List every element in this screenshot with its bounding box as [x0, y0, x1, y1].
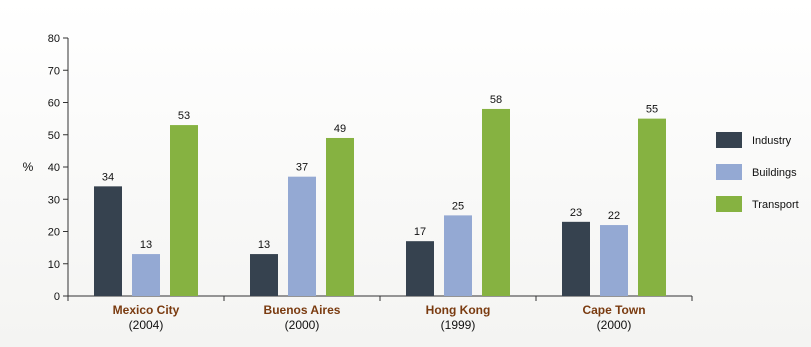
- category-name: Cape Town: [582, 303, 645, 317]
- data-label: 37: [296, 162, 308, 174]
- data-label: 23: [570, 207, 582, 219]
- bar-transport-mexico-city: [170, 125, 198, 296]
- category-year: (2000): [597, 318, 632, 332]
- category-name: Buenos Aires: [264, 303, 341, 317]
- legend-label-transport: Transport: [752, 199, 799, 211]
- data-label: 22: [608, 210, 620, 222]
- data-label: 58: [490, 94, 502, 106]
- bar-transport-cape-town: [638, 118, 666, 296]
- y-axis-label: %: [23, 160, 34, 174]
- bar-industry-mexico-city: [94, 186, 122, 296]
- category-year: (2000): [285, 318, 320, 332]
- category-year: (1999): [441, 318, 476, 332]
- y-tick-label: 30: [48, 194, 60, 206]
- y-tick-label: 10: [48, 259, 60, 271]
- bar-buildings-buenos-aires: [288, 176, 316, 296]
- data-label: 25: [452, 200, 464, 212]
- bar-transport-buenos-aires: [326, 137, 354, 296]
- category-labels: Mexico City(2004)Buenos Aires(2000)Hong …: [113, 303, 646, 332]
- y-tick-label: 0: [54, 291, 60, 303]
- bar-industry-hong-kong: [406, 241, 434, 296]
- data-label: 53: [178, 110, 190, 122]
- bar-transport-hong-kong: [482, 108, 510, 296]
- y-tick-label: 70: [48, 65, 60, 77]
- data-label: 55: [646, 104, 658, 116]
- category-year: (2004): [129, 318, 164, 332]
- y-tick-label: 40: [48, 162, 60, 174]
- category-name: Hong Kong: [426, 303, 491, 317]
- bar-buildings-cape-town: [600, 225, 628, 296]
- bar-buildings-hong-kong: [444, 215, 472, 296]
- legend-label-industry: Industry: [752, 135, 792, 147]
- legend-swatch-buildings: [716, 164, 742, 180]
- legend: Industry Buildings Transport: [716, 132, 799, 212]
- data-label: 13: [258, 239, 270, 251]
- bar-industry-buenos-aires: [250, 254, 278, 296]
- legend-label-buildings: Buildings: [752, 167, 797, 179]
- bars: 34 13 53 13 37 49 17 25 58 23 22 55: [94, 94, 666, 296]
- bar-buildings-mexico-city: [132, 254, 160, 296]
- bar-industry-cape-town: [562, 221, 590, 296]
- data-label: 49: [334, 123, 346, 135]
- data-label: 13: [140, 239, 152, 251]
- y-tick-label: 60: [48, 98, 60, 110]
- y-tick-label: 50: [48, 130, 60, 142]
- data-label: 17: [414, 226, 426, 238]
- data-label: 34: [102, 171, 114, 183]
- category-name: Mexico City: [113, 303, 180, 317]
- legend-swatch-transport: [716, 196, 742, 212]
- legend-swatch-industry: [716, 132, 742, 148]
- y-tick-label: 80: [48, 33, 60, 45]
- y-tick-label: 20: [48, 227, 60, 239]
